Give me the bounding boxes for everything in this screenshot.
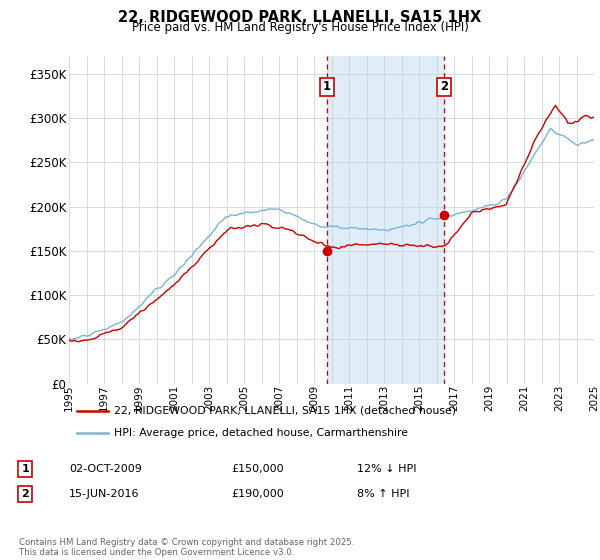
Text: 22, RIDGEWOOD PARK, LLANELLI, SA15 1HX: 22, RIDGEWOOD PARK, LLANELLI, SA15 1HX xyxy=(118,10,482,25)
Text: 1: 1 xyxy=(323,81,331,94)
Text: £190,000: £190,000 xyxy=(231,489,284,499)
Text: 12% ↓ HPI: 12% ↓ HPI xyxy=(357,464,416,474)
Text: 02-OCT-2009: 02-OCT-2009 xyxy=(69,464,142,474)
Text: Contains HM Land Registry data © Crown copyright and database right 2025.
This d: Contains HM Land Registry data © Crown c… xyxy=(19,538,355,557)
Text: 1: 1 xyxy=(22,464,29,474)
Text: 2: 2 xyxy=(22,489,29,499)
Text: HPI: Average price, detached house, Carmarthenshire: HPI: Average price, detached house, Carm… xyxy=(113,428,407,438)
Text: 22, RIDGEWOOD PARK, LLANELLI, SA15 1HX (detached house): 22, RIDGEWOOD PARK, LLANELLI, SA15 1HX (… xyxy=(113,406,455,416)
Bar xyxy=(327,56,445,384)
Text: 2: 2 xyxy=(440,81,448,94)
Text: Price paid vs. HM Land Registry's House Price Index (HPI): Price paid vs. HM Land Registry's House … xyxy=(131,21,469,34)
Text: £150,000: £150,000 xyxy=(231,464,284,474)
Text: 15-JUN-2016: 15-JUN-2016 xyxy=(69,489,139,499)
Text: 8% ↑ HPI: 8% ↑ HPI xyxy=(357,489,409,499)
